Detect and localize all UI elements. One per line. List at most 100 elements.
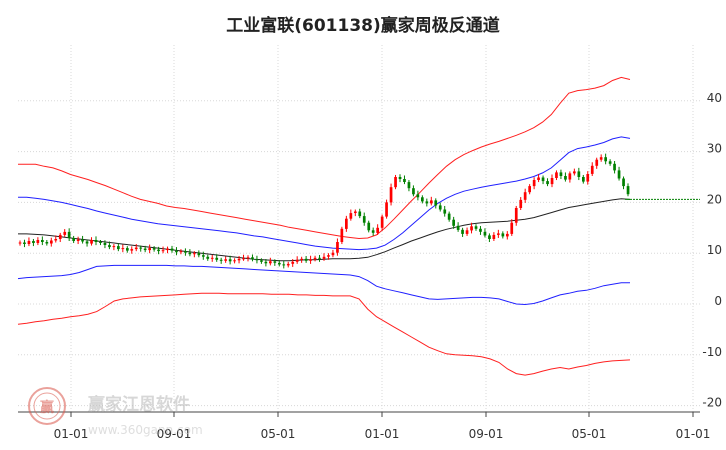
band-middle xyxy=(18,198,631,262)
candle-body xyxy=(398,177,402,179)
candle-body xyxy=(358,211,362,217)
candle-body xyxy=(215,257,219,260)
candle-body xyxy=(340,228,344,242)
y-tick-label: 30 xyxy=(707,142,722,156)
y-tick-label: -10 xyxy=(702,345,722,359)
candle-body xyxy=(41,240,44,242)
y-tick-label: 10 xyxy=(707,243,722,257)
candle-body xyxy=(179,251,183,253)
candle-body xyxy=(184,251,187,253)
candle-body xyxy=(497,233,500,235)
candle-body xyxy=(573,171,576,174)
candle-body xyxy=(474,226,478,229)
candle-body xyxy=(523,192,527,200)
watermark-logo-inner xyxy=(33,392,61,420)
candle-body xyxy=(479,228,482,232)
x-tick-label: 01-01 xyxy=(365,427,400,441)
y-tick-label: 40 xyxy=(707,91,722,105)
candle-body xyxy=(134,247,138,250)
candle-body xyxy=(148,248,151,251)
candle-body xyxy=(438,205,442,210)
x-axis: 01-01 09-01 05-01 01-01 09-01 05-01 01-01 xyxy=(18,411,711,441)
candle-body xyxy=(143,248,147,251)
candle-body xyxy=(130,249,134,251)
x-tick-label: 01-01 xyxy=(676,427,711,441)
y-tick-label: 20 xyxy=(707,192,722,206)
candle-body xyxy=(537,177,540,180)
candle-body xyxy=(590,165,594,174)
candle-body xyxy=(345,218,348,229)
candle-body xyxy=(622,178,625,187)
candle-body xyxy=(407,182,411,189)
watermark-url: www.360gann.com xyxy=(88,423,203,437)
candle-body xyxy=(264,261,268,264)
candle-body xyxy=(94,240,98,242)
candle-body xyxy=(519,199,523,208)
candle-body xyxy=(152,248,156,250)
candle-body xyxy=(617,170,621,179)
candle-body xyxy=(273,261,277,263)
watermark-logo-ring xyxy=(28,387,66,425)
candle-body xyxy=(465,230,469,234)
candle-body xyxy=(318,257,321,259)
candle-body xyxy=(157,249,160,252)
candle-body xyxy=(595,159,599,166)
candle-body xyxy=(564,176,567,180)
candle-body xyxy=(586,174,590,182)
candle-body xyxy=(76,239,80,241)
candle-body xyxy=(380,216,384,228)
watermark-logo-char: 赢 xyxy=(40,399,54,416)
watermark: 赢 赢家江恩软件 www.360gann.com xyxy=(28,387,203,437)
candle-body xyxy=(18,242,22,244)
candle-body xyxy=(269,261,272,264)
candle-body xyxy=(295,259,299,262)
x-tick-label: 05-01 xyxy=(261,427,296,441)
candle-body xyxy=(604,157,607,162)
candle-body xyxy=(599,157,603,160)
band-inner-lower xyxy=(17,264,630,306)
candle-body xyxy=(45,242,49,244)
y-tick-label: -20 xyxy=(702,396,722,410)
candle-body xyxy=(108,245,111,248)
candle-body xyxy=(434,200,438,206)
band-outer-upper xyxy=(18,76,631,240)
candle-body xyxy=(613,163,616,171)
x-tick-label: 09-01 xyxy=(157,427,192,441)
candle-body xyxy=(126,248,129,251)
candle-body xyxy=(492,234,496,239)
candle-body xyxy=(237,258,241,261)
candle-body xyxy=(121,248,125,250)
candle-body xyxy=(461,229,464,234)
candle-body xyxy=(376,227,379,233)
candle-body xyxy=(541,177,545,182)
candle-body xyxy=(27,241,31,244)
candle-body xyxy=(394,177,397,188)
candle-body xyxy=(322,256,326,259)
candle-body xyxy=(228,259,232,262)
candle-body xyxy=(452,219,455,226)
x-tick-label: 09-01 xyxy=(469,427,504,441)
candle-body xyxy=(514,208,518,223)
candle-body xyxy=(443,209,447,214)
x-tick-label: 05-01 xyxy=(572,427,607,441)
watermark-text: 赢家江恩软件 xyxy=(88,394,190,415)
candle-body xyxy=(161,250,165,252)
candle-body xyxy=(286,263,290,266)
candle-body xyxy=(112,246,116,248)
candle-body xyxy=(175,250,178,253)
candle-body xyxy=(103,243,107,245)
candle-body xyxy=(488,235,491,239)
candle-body xyxy=(139,247,143,249)
channel-bands xyxy=(17,76,631,376)
candle-body xyxy=(470,226,473,231)
candle-body xyxy=(233,260,236,262)
candle-body xyxy=(389,187,393,203)
candle-body xyxy=(421,197,424,202)
candle-body xyxy=(506,233,509,237)
candle-body xyxy=(282,264,286,266)
candle-body xyxy=(72,238,75,241)
candle-body xyxy=(354,211,357,213)
y-axis: -20 -10 0 10 20 30 40 xyxy=(702,91,722,410)
candle-body xyxy=(251,257,254,260)
